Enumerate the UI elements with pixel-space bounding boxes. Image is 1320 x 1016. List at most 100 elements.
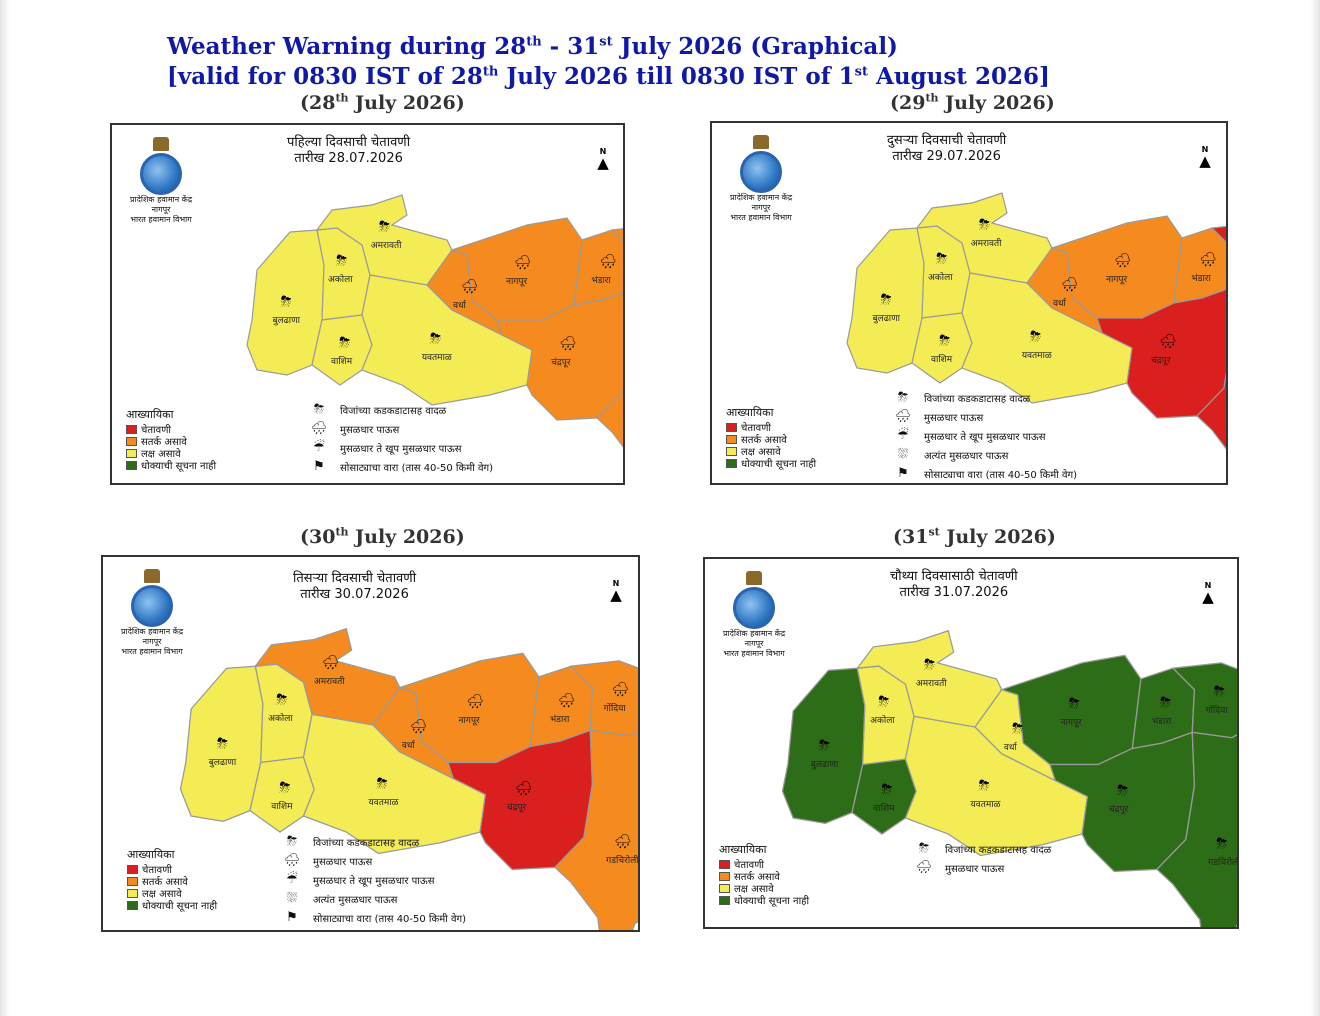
warning-map-day-4: बुलढाणा ⛈ अकोला ⛈ वाशिम ⛈ अमरावती ⛈ यवतमाळ ⛈ वर्धा…	[703, 557, 1239, 929]
page-title: Weather Warning during 28th - 31st July …	[167, 32, 1050, 92]
district-map	[781, 629, 1237, 927]
north-arrow-icon: N ▲	[609, 579, 623, 603]
color-legend: आख्यायिका चेतावणी सतर्क असावे लक्ष असावे धोक…	[126, 407, 216, 472]
emblem-text-line1: प्रादेशिक हवामान केंद्र	[723, 629, 786, 638]
weather-symbol-key: ⛈ विजांच्या कडकडाटासह वादळ 🌧 मुसळधार पाऊस	[913, 839, 1052, 877]
district-label-amravati: अमरावती	[970, 238, 1002, 249]
district-weather-icon: ⛈	[336, 253, 348, 270]
title-line-1: Weather Warning during 28th - 31st July …	[167, 33, 898, 60]
district-label-chandrapur: चंद्रपूर	[1108, 805, 1129, 816]
district-label-amravati: अमरावती	[313, 677, 345, 688]
north-arrow-icon: N ▲	[596, 147, 610, 171]
legend-item: सतर्क असावे	[719, 870, 809, 883]
district-map	[179, 627, 638, 930]
imd-globe-logo-icon	[740, 151, 783, 193]
legend-swatch	[126, 436, 137, 446]
legend-label: चेतावणी	[141, 425, 172, 436]
legend-title: आख्यायिका	[719, 843, 767, 856]
legend-label: सतर्क असावे	[741, 435, 787, 446]
key-item: ☔ मुसळधार ते खूप मुसळधार पाऊस	[308, 438, 493, 457]
north-label: N	[612, 579, 620, 588]
district-weather-icon: 🌧	[611, 681, 630, 698]
legend-item: धोक्याची सूचना नाही	[126, 459, 216, 472]
emblem-text-line3: भारत हवामान विभाग	[121, 647, 183, 656]
imd-emblem: प्रादेशिक हवामान केंद्र नागपूर भारत हवामान…	[723, 571, 785, 659]
district-weather-icon: ⛈	[978, 777, 990, 794]
district-gondia	[1171, 662, 1237, 739]
district-label-wardha: वर्धा	[401, 741, 415, 752]
key-item: ☔ मुसळधार ते खूप मुसळधार पाऊस	[281, 870, 466, 889]
map-title-text: पहिल्या दिवसाची चेतावणी	[287, 135, 411, 150]
district-label-bhandara: भंडारा	[1191, 274, 1211, 285]
emblem-text-line2: नागपूर	[751, 203, 771, 212]
legend-item: लक्ष असावे	[719, 882, 809, 895]
district-weather-icon: ⛈	[280, 294, 292, 311]
north-arrow-glyph: ▲	[1202, 588, 1214, 606]
windsock-icon: ⚑	[313, 459, 325, 474]
district-weather-icon: ⛈	[881, 781, 893, 798]
thunder-icon: ⛈	[313, 402, 325, 417]
map-date: तारीख 30.07.2026	[300, 587, 409, 602]
weather-symbol-key: ⛈ विजांच्या कडकडाटासह वादळ 🌧 मुसळधार पाऊस ☔ म…	[308, 400, 493, 476]
emblem-text-line1: प्रादेशिक हवामान केंद्र	[730, 193, 793, 202]
key-item: ⛈ विजांच्या कडकडाटासह वादळ	[308, 400, 493, 419]
key-label: मुसळधार ते खूप मुसळधार पाऊस	[313, 875, 435, 887]
district-label-nagpur: नागपूर	[1106, 275, 1128, 286]
district-amravati	[915, 192, 1053, 284]
key-item: 🌧 मुसळधार पाऊस	[308, 419, 493, 438]
ashoka-emblem-icon	[144, 569, 161, 583]
emblem-text-line1: प्रादेशिक हवामान केंद्र	[121, 627, 184, 636]
legend-swatch	[726, 434, 737, 444]
key-item: 🌧 मुसळधार पाऊस	[892, 407, 1077, 426]
map-title-text: दुसऱ्या दिवसाची चेतावणी	[887, 133, 1007, 148]
legend-swatch	[127, 888, 138, 898]
district-label-akola: अकोला	[268, 714, 293, 725]
thunder-icon: ⛈	[897, 390, 909, 405]
district-gondia	[610, 228, 623, 242]
legend-item: चेतावणी	[127, 863, 217, 876]
legend-label: धोक्याची सूचना नाही	[741, 459, 817, 470]
north-label: N	[1204, 581, 1212, 590]
key-label: विजांच्या कडकडाटासह वादळ	[340, 405, 447, 417]
district-weather-icon: ⛈	[429, 331, 442, 348]
key-label: सोसाट्याचा वारा (तास 40-50 किमी वेग)	[924, 469, 1078, 481]
ashoka-emblem-icon	[153, 137, 170, 151]
imd-emblem: प्रादेशिक हवामान केंद्र नागपूर भारत हवामान…	[130, 137, 192, 225]
district-weather-icon: 🌧	[1061, 276, 1079, 293]
district-label-amravati: अमरावती	[370, 240, 402, 251]
ashoka-emblem-icon	[753, 135, 770, 149]
legend-item: चेतावणी	[126, 423, 216, 436]
district-weather-icon: ⛈	[1068, 696, 1080, 713]
district-label-nagpur: नागपूर	[458, 716, 480, 727]
legend-swatch	[126, 448, 137, 458]
imd-globe-logo-icon	[140, 153, 183, 195]
heavy-rain-icon: 🌧	[915, 860, 933, 875]
color-legend: आख्यायिका चेतावणी सतर्क असावे लक्ष असावे धोक…	[726, 405, 817, 470]
key-label: मुसळधार ते खूप मुसळधार पाऊस	[340, 443, 462, 455]
district-weather-icon: ⛈	[1213, 683, 1225, 700]
key-label: विजांच्या कडकडाटासह वादळ	[924, 393, 1031, 405]
district-label-bhandara: भंडारा	[1151, 717, 1172, 728]
imd-emblem: प्रादेशिक हवामान केंद्र नागपूर भारत हवामान…	[121, 569, 183, 657]
day-label-28: (28th July 2026)	[300, 91, 465, 114]
district-label-gondia: गोंदिया	[1205, 705, 1228, 716]
district-label-yavatmal: यवतमाळ	[970, 799, 1001, 810]
key-label: अत्यंत मुसळधार पाऊस	[313, 894, 398, 906]
district-amravati	[315, 194, 453, 286]
key-label: मुसळधार पाऊस	[945, 863, 1005, 875]
very-heavy-rain-icon: ☔	[286, 872, 298, 887]
legend-label: धोक्याची सूचना नाही	[142, 901, 218, 912]
district-weather-icon: 🌧	[1159, 334, 1177, 351]
north-label: N	[1201, 145, 1209, 154]
district-weather-icon: ⛈	[1029, 329, 1042, 346]
warning-map-day-1: बुलढाणा ⛈ अकोला ⛈ वाशिम ⛈ अमरावती ⛈ यवतमाळ ⛈ वर्धा…	[110, 123, 625, 485]
emblem-text-line2: नागपूर	[142, 637, 162, 646]
legend-item: लक्ष असावे	[726, 445, 816, 458]
legend-swatch	[126, 424, 137, 434]
legend-label: सतर्क असावे	[141, 437, 187, 448]
legend-swatch	[127, 864, 138, 874]
district-weather-icon: ⛈	[880, 292, 892, 309]
day-label-31: (31st July 2026)	[893, 525, 1056, 548]
legend-swatch	[719, 871, 730, 881]
district-label-washim: वाशिम	[331, 357, 353, 367]
